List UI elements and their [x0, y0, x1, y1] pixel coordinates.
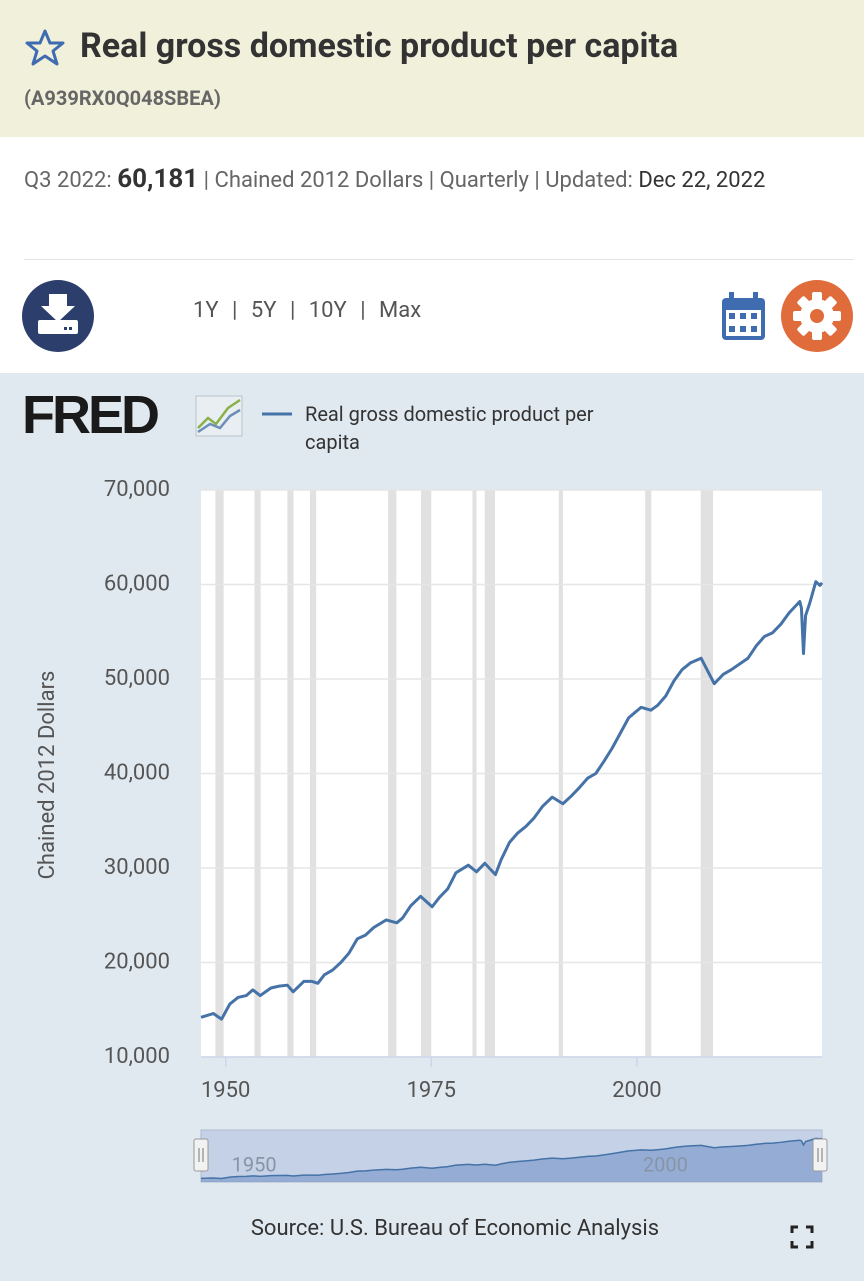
y-tick-label: 20,000 [104, 949, 170, 974]
settings-button[interactable] [781, 280, 853, 352]
legend-label: Real gross domestic product per capita [305, 402, 594, 454]
x-tick-label: 1950 [201, 1078, 250, 1103]
separator: | [203, 168, 210, 193]
y-tick-label: 40,000 [104, 760, 170, 785]
header: Real gross domestic product per capita (… [0, 0, 864, 137]
separator: | [360, 298, 366, 323]
y-tick-label: 70,000 [104, 477, 170, 502]
y-axis-label: Chained 2012 Dollars [35, 671, 60, 880]
logo-icon-line [197, 408, 241, 434]
y-tick-label: 50,000 [104, 666, 170, 691]
fred-logo-icon [195, 395, 243, 437]
units: Chained 2012 Dollars [214, 168, 424, 193]
x-tick-label: 2000 [612, 1078, 661, 1103]
y-tick-label: 10,000 [104, 1044, 170, 1069]
updated-date: Dec 22, 2022 [638, 168, 766, 193]
calendar-days [729, 313, 757, 332]
source: Source: U.S. Bureau of Economic Analysis [250, 1216, 660, 1241]
logo-icon-line [197, 398, 241, 429]
separator: | [534, 168, 540, 193]
separator: | [232, 298, 238, 323]
download-dot [64, 327, 67, 330]
navigator-line [200, 1137, 823, 1180]
download-arrow [41, 306, 75, 322]
navigator-label: 2000 [643, 1152, 688, 1176]
series-id: (A939RX0Q048SBEA) [24, 86, 221, 110]
divider [24, 259, 854, 260]
fullscreen-button[interactable] [790, 1225, 814, 1249]
series-title: Real gross domestic product per capita [80, 26, 679, 66]
x-tick-label: 1975 [407, 1078, 456, 1103]
summary: Q3 2022: 60,181 | Chained 2012 Dollars |… [24, 160, 824, 200]
separator: | [289, 298, 296, 323]
download-tray [38, 320, 78, 334]
navigator-handle[interactable] [193, 1138, 209, 1172]
navigator-handle[interactable] [812, 1138, 828, 1172]
range-button[interactable]: 10Y [308, 298, 347, 323]
calendar-button[interactable] [722, 292, 765, 340]
updated-label: Updated: [545, 168, 633, 193]
download-arrow [49, 294, 67, 308]
download-dot [69, 327, 72, 330]
fred-logo: FRED [22, 385, 160, 445]
frequency: Quarterly [439, 168, 529, 193]
calendar-ring [729, 292, 734, 302]
separator: | [428, 168, 435, 193]
y-tick-label: 30,000 [104, 855, 170, 880]
navigator-label: 1950 [232, 1152, 277, 1176]
series-line [200, 580, 824, 1021]
period: Q3 2022: [24, 168, 112, 193]
calendar-ring [753, 292, 758, 302]
handle-body [812, 1138, 828, 1172]
download-button[interactable] [22, 280, 94, 352]
range-selector: 1Y | 5Y | 10Y | Max [193, 298, 421, 323]
favorite-star[interactable] [25, 29, 65, 66]
range-button[interactable]: 1Y [193, 298, 219, 323]
handle-body [193, 1138, 209, 1172]
range-button[interactable]: 5Y [250, 298, 277, 323]
gear-hole [810, 309, 824, 323]
y-tick-label: 60,000 [104, 571, 170, 596]
range-button[interactable]: Max [379, 298, 422, 323]
latest-value: 60,181 [117, 164, 199, 194]
